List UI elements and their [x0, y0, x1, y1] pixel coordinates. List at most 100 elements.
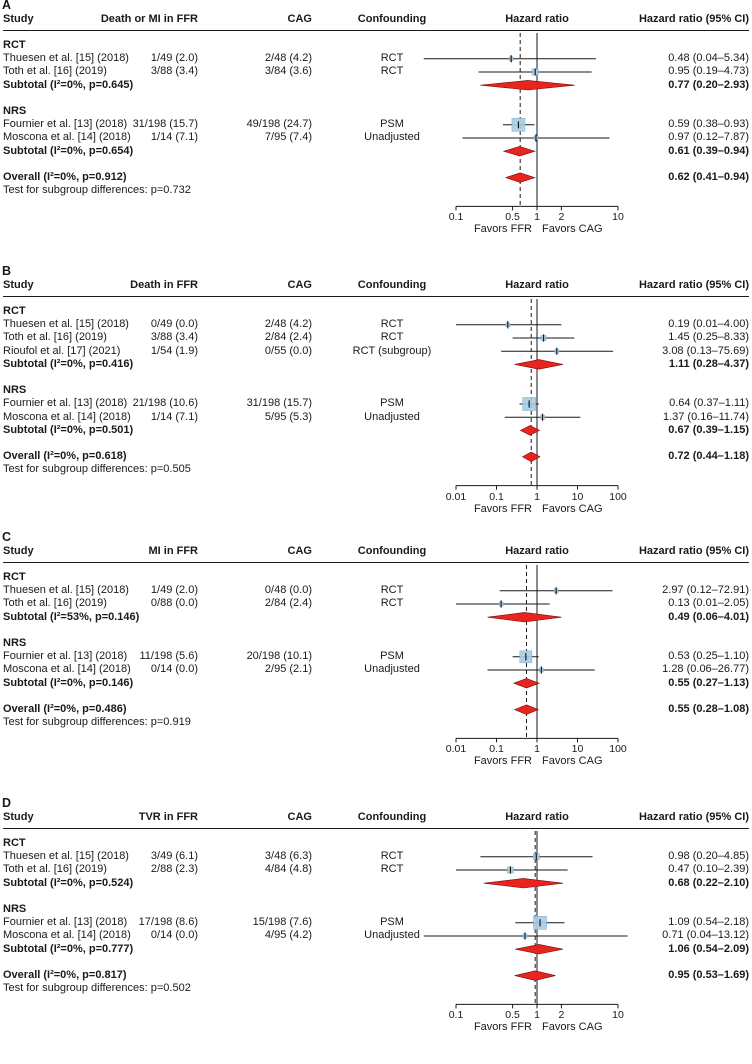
summary-diamond [513, 704, 540, 715]
overall-ci: 0.72 (0.44–1.18) [668, 450, 749, 463]
hr-ci-value: 2.97 (0.12–72.91) [662, 584, 749, 597]
col-header-events-ffr: Death in FFR [130, 279, 198, 291]
favors-ffr-label: Favors FFR [473, 1021, 532, 1034]
tick-label: 1 [534, 211, 540, 224]
hr-ci-value: 1.09 (0.54–2.18) [668, 916, 749, 929]
ffr-events: 1/49 (2.0) [150, 584, 198, 597]
hr-ci-value: 1.37 (0.16–11.74) [662, 410, 749, 423]
favors-cag-label: Favors CAG [542, 223, 603, 236]
study-name: Moscona et al. [14] (2018) [3, 410, 131, 423]
tick-label: 10 [571, 743, 584, 756]
confounding-value: RCT [380, 584, 404, 597]
cag-events: 20/198 (10.1) [246, 650, 312, 663]
forest-plot-canvas [455, 299, 619, 490]
study-name: Rioufol et al. [17] (2021) [3, 344, 121, 357]
subgroup-test: Test for subgroup differences: p=0.502 [3, 982, 191, 995]
favors-ffr-label: Favors FFR [473, 502, 532, 515]
col-header-events-ffr: Death or MI in FFR [100, 13, 198, 25]
confounding-value: RCT (subgroup) [352, 344, 432, 357]
ffr-events: 3/49 (6.1) [150, 850, 198, 863]
tick-label: 2 [558, 1009, 565, 1022]
tick-label: 10 [612, 1009, 624, 1022]
subtotal-label: Subtotal (I²=0%, p=0.416) [3, 357, 134, 370]
cag-events: 2/48 (4.2) [264, 318, 312, 331]
col-header-events-ffr: TVR in FFR [138, 811, 198, 823]
forest-plot-canvas [423, 831, 628, 1009]
col-header-hazard-ratio-ci: Hazard ratio (95% CI) [638, 811, 749, 823]
study-name: Moscona et al. [14] (2018) [3, 131, 131, 144]
ffr-events: 1/14 (7.1) [150, 410, 198, 423]
favors-cag-label: Favors CAG [542, 755, 603, 768]
subtotal-label: Subtotal (I²=0%, p=0.777) [3, 942, 134, 955]
subtotal-ci: 0.55 (0.27–1.13) [668, 676, 749, 689]
confounding-value: RCT [380, 65, 404, 78]
study-name: Fournier et al. [13] (2018) [3, 397, 128, 410]
cag-events: 5/95 (5.3) [264, 410, 312, 423]
summary-diamond [515, 944, 563, 955]
col-header-hazard-ratio-ci: Hazard ratio (95% CI) [638, 545, 749, 557]
study-name: Fournier et al. [13] (2018) [3, 916, 128, 929]
cag-events: 2/95 (2.1) [264, 663, 312, 676]
cag-events: 4/84 (4.8) [264, 863, 312, 876]
ffr-events: 0/88 (0.0) [150, 597, 198, 610]
favors-ffr-label: Favors FFR [473, 223, 532, 236]
col-header-events-ffr: MI in FFR [148, 545, 199, 557]
study-name: Toth et al. [16] (2019) [3, 65, 107, 78]
tick-label: 0.5 [505, 1009, 520, 1022]
cag-events: 2/84 (2.4) [264, 597, 312, 610]
confounding-value: RCT [380, 318, 404, 331]
subtotal-label: Subtotal (I²=0%, p=0.654) [3, 144, 134, 157]
hr-ci-value: 0.19 (0.01–4.00) [668, 318, 749, 331]
ffr-events: 21/198 (10.6) [132, 397, 198, 410]
ffr-events: 31/198 (15.7) [132, 118, 198, 131]
overall-label: Overall (I²=0%, p=0.817) [3, 969, 127, 981]
col-header-confounding: Confounding [357, 811, 427, 823]
subtotal-label: Subtotal (I²=0%, p=0.501) [3, 423, 134, 436]
summary-diamond [521, 451, 541, 462]
summary-diamond [504, 172, 536, 183]
hr-ci-value: 0.47 (0.10–2.39) [668, 863, 749, 876]
group-label: RCT [3, 837, 26, 849]
summary-diamond [483, 878, 564, 889]
ffr-events: 3/88 (3.4) [150, 65, 198, 78]
ffr-events: 1/49 (2.0) [150, 52, 198, 65]
confounding-value: Unadjusted [364, 929, 420, 942]
hr-ci-value: 1.45 (0.25–8.33) [668, 331, 749, 344]
study-name: Moscona et al. [14] (2018) [3, 929, 131, 942]
confounding-value: PSM [380, 650, 404, 663]
subtotal-ci: 0.67 (0.39–1.15) [668, 423, 749, 436]
subtotal-ci: 0.61 (0.39–0.94) [668, 144, 749, 157]
group-label: NRS [3, 903, 27, 915]
summary-diamond [487, 612, 562, 623]
header-rule [3, 30, 749, 31]
col-header-hazard-ratio-ci: Hazard ratio (95% CI) [638, 13, 749, 25]
forest-panel-d: D Study TVR in FFR CAG Confounding Hazard rat… [0, 796, 752, 1064]
col-header-hazard-ratio: Hazard ratio [505, 545, 569, 557]
confounding-value: Unadjusted [364, 663, 420, 676]
summary-diamond [513, 678, 540, 689]
confounding-value: RCT [380, 597, 404, 610]
panel-letter: C [2, 530, 12, 544]
confounding-value: RCT [380, 331, 404, 344]
overall-label: Overall (I²=0%, p=0.486) [3, 703, 127, 715]
study-name: Thuesen et al. [15] (2018) [3, 318, 129, 331]
subgroup-test: Test for subgroup differences: p=0.505 [3, 463, 191, 476]
subgroup-test: Test for subgroup differences: p=0.732 [3, 184, 191, 197]
overall-label: Overall (I²=0%, p=0.912) [3, 171, 127, 183]
confounding-value: PSM [380, 118, 404, 131]
subtotal-ci: 0.77 (0.20–2.93) [668, 78, 749, 91]
summary-diamond [480, 80, 575, 91]
hr-ci-value: 0.59 (0.38–0.93) [668, 118, 749, 131]
header-rule [3, 828, 749, 829]
tick-label: 0.5 [505, 211, 520, 224]
study-name: Fournier et al. [13] (2018) [3, 118, 128, 131]
tick-label: 0.1 [489, 743, 504, 756]
hr-ci-value: 3.08 (0.13–75.69) [662, 344, 749, 357]
tick-label: 0.1 [489, 490, 504, 503]
ffr-events: 1/54 (1.9) [150, 344, 198, 357]
ffr-events: 11/198 (5.6) [139, 650, 198, 663]
col-header-study: Study [3, 811, 34, 823]
tick-label: 100 [609, 490, 627, 503]
overall-ci: 0.62 (0.41–0.94) [668, 171, 749, 183]
tick-label: 10 [571, 490, 584, 503]
